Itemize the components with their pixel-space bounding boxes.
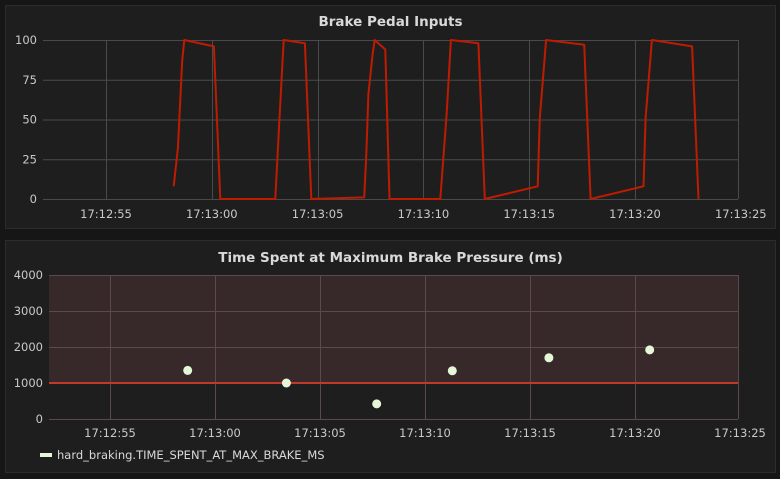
x-tick-label: 17:13:10 — [398, 207, 450, 221]
x-tick-label: 17:13:25 — [715, 207, 767, 221]
panel-title[interactable]: Time Spent at Maximum Brake Pressure (ms… — [218, 250, 563, 266]
x-tick-label: 17:13:00 — [186, 207, 238, 221]
y-tick-label: 0 — [30, 192, 37, 206]
legend: hard_braking.TIME_SPENT_AT_MAX_BRAKE_MS — [40, 448, 325, 462]
x-tick-label: 17:13:05 — [292, 207, 344, 221]
y-tick-label: 25 — [22, 152, 37, 166]
y-tick-label: 75 — [22, 73, 37, 87]
legend-item-label[interactable]: hard_braking.TIME_SPENT_AT_MAX_BRAKE_MS — [57, 448, 325, 462]
panel-title[interactable]: Brake Pedal Inputs — [318, 14, 463, 30]
x-tick-label: 17:12:55 — [80, 207, 132, 221]
y-tick-label: 50 — [22, 113, 37, 127]
brake-pedal-panel: Brake Pedal Inputs — [5, 5, 776, 229]
y-tick-label: 100 — [15, 33, 37, 47]
x-tick-label: 17:13:15 — [503, 207, 555, 221]
max-brake-pressure-panel: Time Spent at Maximum Brake Pressure (ms… — [5, 240, 776, 473]
data-series-line[interactable] — [172, 39, 700, 200]
x-tick-label: 17:13:20 — [609, 207, 661, 221]
brake-pedal-chart[interactable]: 0 25 50 75 100 17:12:55 17:13:00 17:13:05 17:13:… — [0, 0, 780, 240]
legend-swatch-icon — [40, 453, 52, 457]
